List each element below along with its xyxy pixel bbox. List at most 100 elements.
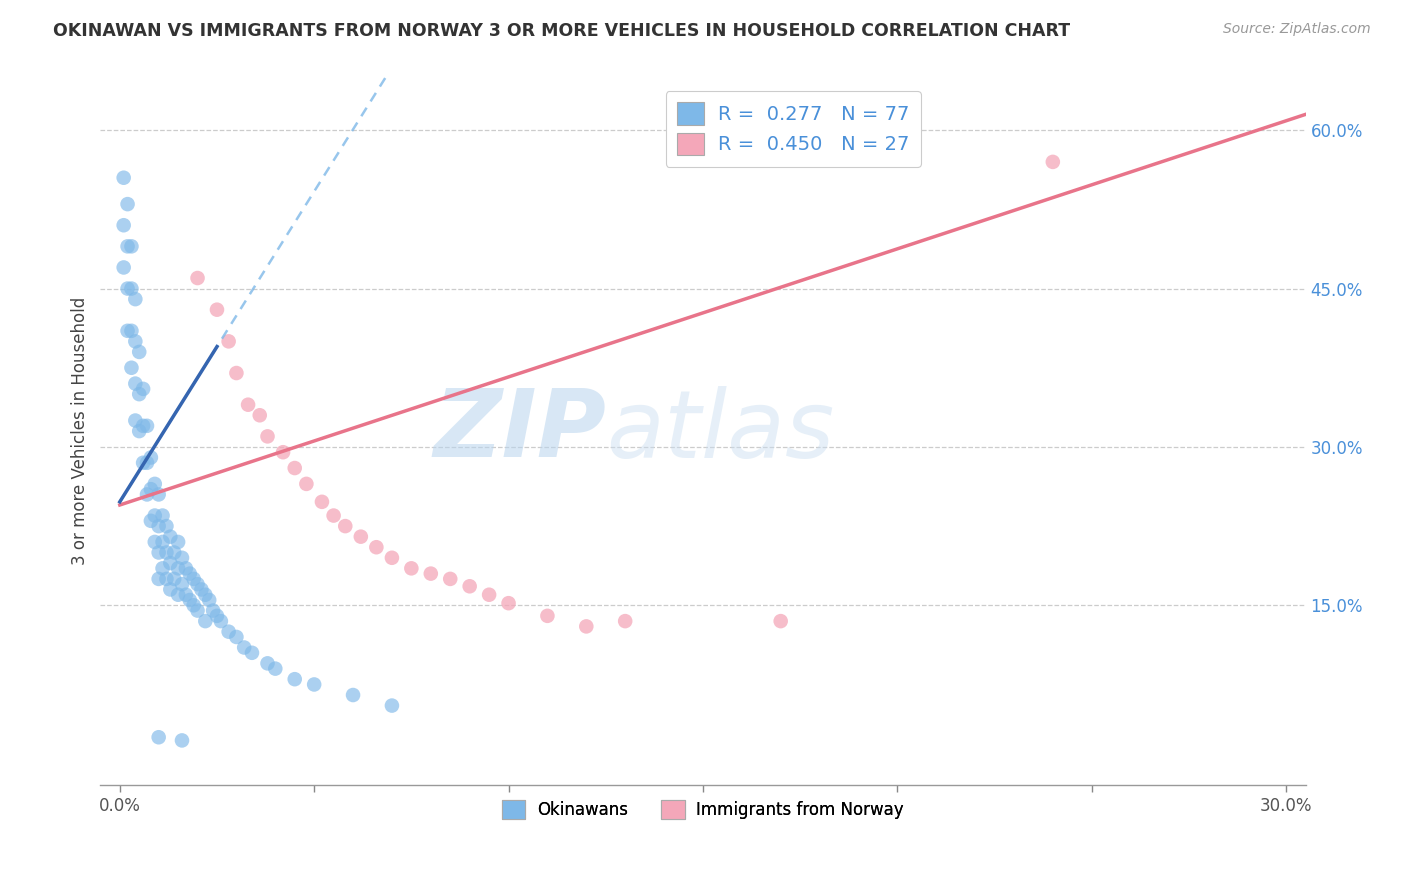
Point bbox=[117, 324, 139, 338]
Point bbox=[458, 579, 481, 593]
Point bbox=[128, 387, 150, 401]
Point bbox=[302, 677, 325, 691]
Point bbox=[498, 596, 520, 610]
Point bbox=[120, 360, 142, 375]
Text: OKINAWAN VS IMMIGRANTS FROM NORWAY 3 OR MORE VEHICLES IN HOUSEHOLD CORRELATION C: OKINAWAN VS IMMIGRANTS FROM NORWAY 3 OR … bbox=[53, 22, 1070, 40]
Point bbox=[536, 608, 558, 623]
Point bbox=[155, 519, 177, 533]
Point bbox=[183, 572, 205, 586]
Point bbox=[112, 219, 135, 233]
Point bbox=[256, 429, 278, 443]
Point bbox=[139, 514, 162, 528]
Point bbox=[366, 540, 388, 554]
Point bbox=[152, 508, 174, 523]
Point bbox=[132, 456, 155, 470]
Text: Source: ZipAtlas.com: Source: ZipAtlas.com bbox=[1223, 22, 1371, 37]
Point bbox=[132, 382, 155, 396]
Point bbox=[148, 487, 170, 501]
Point bbox=[249, 409, 271, 423]
Point bbox=[136, 487, 159, 501]
Point bbox=[170, 550, 193, 565]
Point bbox=[117, 197, 139, 211]
Point bbox=[186, 603, 208, 617]
Point bbox=[205, 608, 228, 623]
Point bbox=[1042, 154, 1064, 169]
Point bbox=[350, 530, 373, 544]
Point bbox=[159, 582, 181, 597]
Point bbox=[124, 413, 146, 427]
Point bbox=[614, 614, 637, 628]
Point bbox=[186, 577, 208, 591]
Point bbox=[148, 519, 170, 533]
Point bbox=[120, 324, 142, 338]
Point bbox=[218, 334, 240, 349]
Point bbox=[128, 424, 150, 438]
Point bbox=[342, 688, 364, 702]
Point bbox=[186, 271, 208, 285]
Point bbox=[322, 508, 344, 523]
Point bbox=[381, 550, 404, 565]
Point bbox=[152, 561, 174, 575]
Point bbox=[124, 292, 146, 306]
Point bbox=[112, 170, 135, 185]
Point bbox=[233, 640, 256, 655]
Point bbox=[159, 556, 181, 570]
Point bbox=[439, 572, 461, 586]
Point bbox=[284, 461, 307, 475]
Point bbox=[179, 593, 201, 607]
Point bbox=[225, 366, 247, 380]
Point bbox=[139, 482, 162, 496]
Text: ZIP: ZIP bbox=[433, 385, 606, 477]
Point bbox=[170, 577, 193, 591]
Point bbox=[198, 593, 221, 607]
Point bbox=[284, 672, 307, 686]
Point bbox=[143, 476, 166, 491]
Legend: Okinawans, Immigrants from Norway: Okinawans, Immigrants from Norway bbox=[495, 793, 911, 826]
Point bbox=[148, 572, 170, 586]
Point bbox=[120, 239, 142, 253]
Point bbox=[401, 561, 423, 575]
Point bbox=[136, 418, 159, 433]
Point bbox=[225, 630, 247, 644]
Point bbox=[128, 345, 150, 359]
Point bbox=[194, 588, 217, 602]
Point bbox=[167, 535, 190, 549]
Point bbox=[132, 418, 155, 433]
Point bbox=[152, 535, 174, 549]
Point bbox=[112, 260, 135, 275]
Point bbox=[163, 572, 186, 586]
Point bbox=[124, 334, 146, 349]
Point bbox=[769, 614, 792, 628]
Point bbox=[136, 456, 159, 470]
Point bbox=[124, 376, 146, 391]
Point bbox=[264, 662, 287, 676]
Point bbox=[148, 545, 170, 559]
Point bbox=[311, 495, 333, 509]
Point bbox=[419, 566, 441, 581]
Point bbox=[143, 508, 166, 523]
Point bbox=[117, 282, 139, 296]
Point bbox=[202, 603, 225, 617]
Point bbox=[163, 545, 186, 559]
Point bbox=[335, 519, 357, 533]
Point bbox=[174, 561, 197, 575]
Point bbox=[271, 445, 294, 459]
Point bbox=[174, 588, 197, 602]
Point bbox=[381, 698, 404, 713]
Point bbox=[179, 566, 201, 581]
Point bbox=[167, 588, 190, 602]
Point bbox=[256, 657, 278, 671]
Point bbox=[575, 619, 598, 633]
Point bbox=[236, 398, 259, 412]
Point bbox=[205, 302, 228, 317]
Point bbox=[209, 614, 232, 628]
Point bbox=[295, 476, 318, 491]
Point bbox=[117, 239, 139, 253]
Point bbox=[155, 545, 177, 559]
Point bbox=[170, 733, 193, 747]
Text: atlas: atlas bbox=[606, 385, 835, 476]
Point bbox=[120, 282, 142, 296]
Point bbox=[155, 572, 177, 586]
Point bbox=[218, 624, 240, 639]
Point bbox=[139, 450, 162, 465]
